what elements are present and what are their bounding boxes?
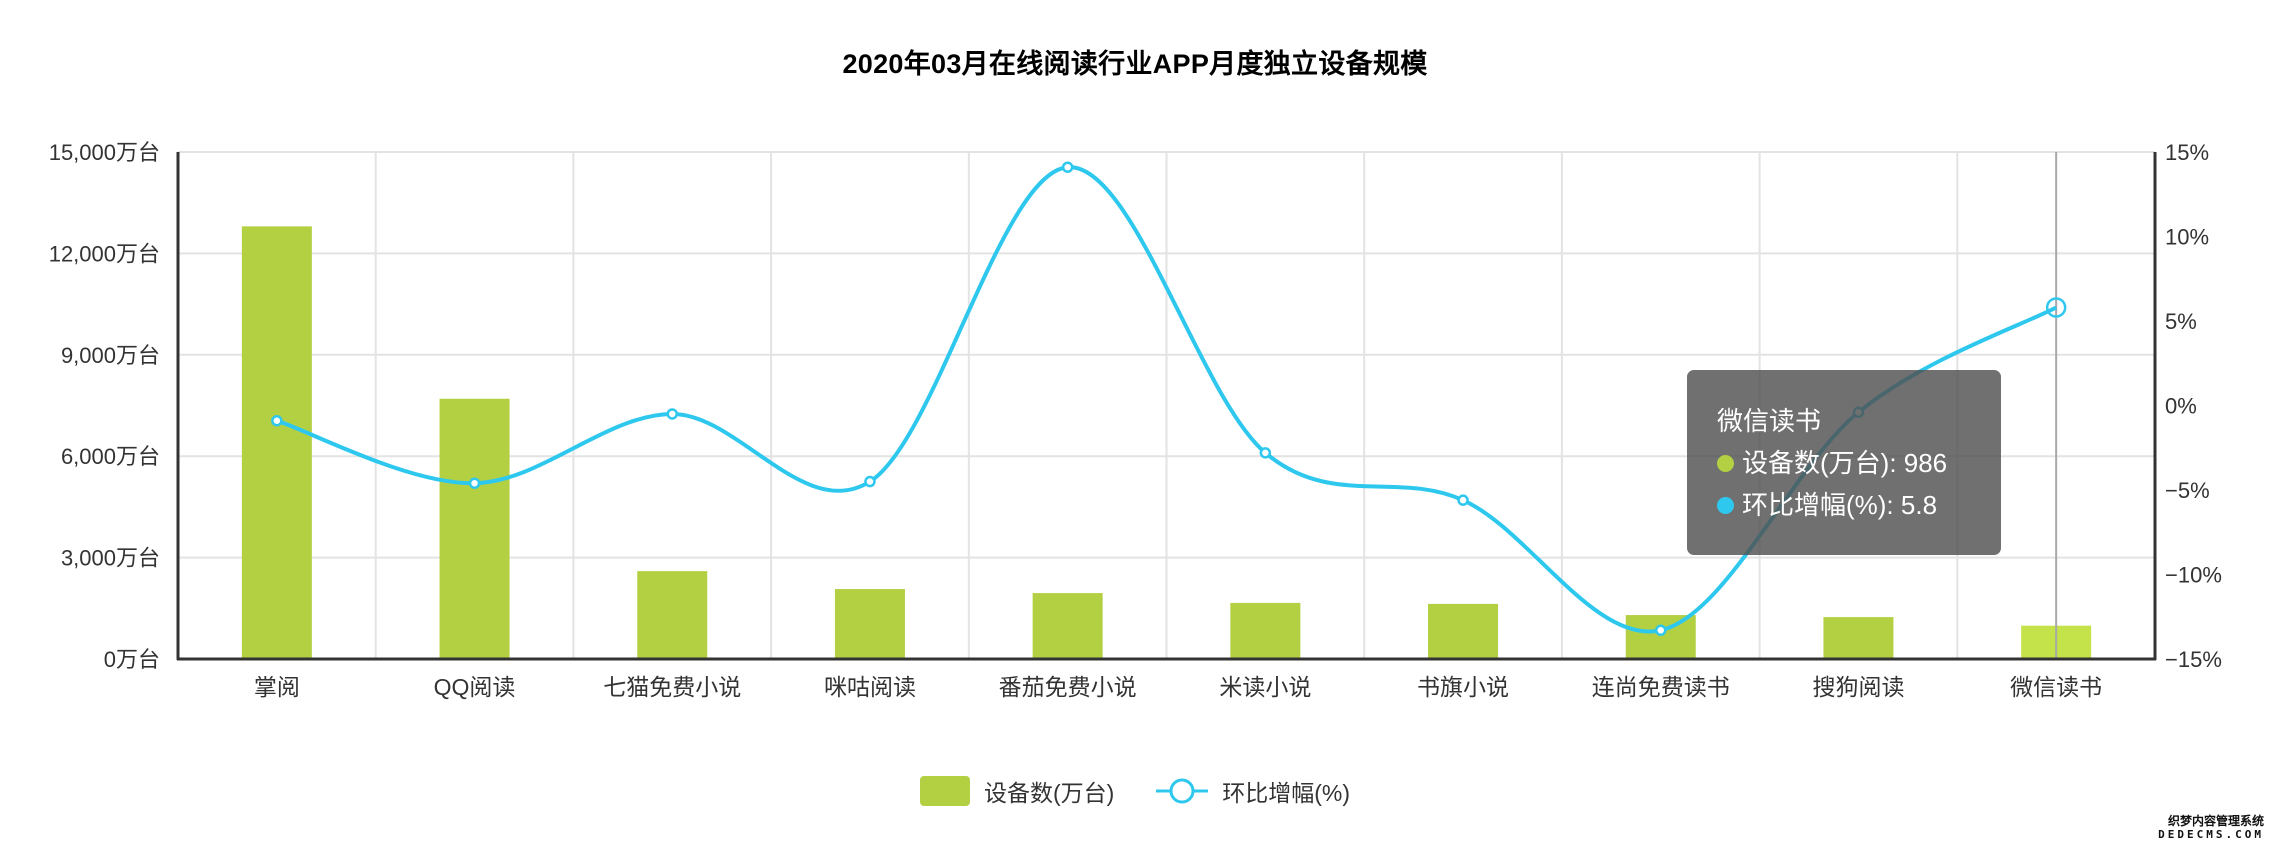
line-point <box>2045 297 2067 318</box>
axes <box>176 152 2157 661</box>
y-axis-right-labels: −15% −10% −5% 0% 5% 10% 15% <box>2165 140 2222 672</box>
bar <box>637 571 708 659</box>
y-axis-left-labels: 0万台 3,000万台 6,000万台 9,000万台 12,000万台 15,000万台 <box>49 140 160 672</box>
chart-title: 2020年03月在线阅读行业APP月度独立设备规模 <box>842 49 1428 79</box>
line-point <box>1061 161 1074 173</box>
bar <box>1428 603 1499 659</box>
bar <box>439 398 510 659</box>
line-point <box>864 475 876 488</box>
y-tick-label: 15% <box>2165 140 2209 165</box>
x-tick-label: 七猫免费小说 <box>603 674 741 700</box>
legend-item-growth[interactable]: 环比增幅(%) <box>1156 774 1350 808</box>
tooltip: 微信读书 设备数(万台): 986 环比增幅(%): 5.8 <box>1687 370 2001 555</box>
y-tick-label: 9,000万台 <box>61 343 160 368</box>
tooltip-line-row: 环比增幅(%): 5.8 <box>1717 484 2001 526</box>
bar <box>834 589 905 659</box>
legend-item-devices[interactable]: 设备数(万台) <box>919 774 1115 808</box>
tooltip-line-value: 环比增幅(%): 5.8 <box>1742 490 1938 520</box>
y-tick-label: 15,000万台 <box>49 140 160 165</box>
y-tick-label: 6,000万台 <box>61 444 160 469</box>
x-tick-label: 搜狗阅读 <box>1812 674 1904 700</box>
bar-swatch-icon <box>919 776 970 806</box>
tooltip-title: 微信读书 <box>1717 406 1822 436</box>
line-point <box>1457 494 1469 506</box>
bar <box>1625 615 1696 659</box>
y-tick-label: −15% <box>2165 647 2222 672</box>
x-tick-label: 微信读书 <box>2010 674 2102 700</box>
legend-label-devices: 设备数(万台) <box>983 780 1115 806</box>
x-tick-label: 番茄免费小说 <box>999 674 1137 700</box>
watermark-en: DEDECMS.COM <box>2158 828 2264 841</box>
bar <box>1032 593 1103 659</box>
y-tick-label: 5% <box>2165 309 2197 334</box>
x-tick-label: 书旗小说 <box>1417 674 1509 700</box>
legend-label-growth: 环比增幅(%) <box>1222 780 1351 806</box>
line-point <box>271 414 283 427</box>
x-tick-label: 米读小说 <box>1219 674 1311 700</box>
tooltip-bar-row: 设备数(万台): 986 <box>1717 442 2001 484</box>
bar <box>241 226 312 660</box>
bar-series <box>241 226 2092 660</box>
bar-series-dot-icon <box>1717 454 1734 472</box>
x-tick-label: 掌阅 <box>254 674 300 700</box>
line-point <box>666 408 678 420</box>
y-tick-label: 0万台 <box>104 647 160 672</box>
x-tick-label: QQ阅读 <box>434 674 516 700</box>
x-tick-label: 连尚免费读书 <box>1592 674 1730 700</box>
line-point <box>468 477 481 489</box>
x-axis-labels: 掌阅 QQ阅读 七猫免费小说 咪咕阅读 番茄免费小说 米读小说 书旗小说 连尚免费读书 搜狗阅读… <box>254 674 2102 700</box>
line-circle-swatch-icon <box>1156 778 1209 804</box>
x-tick-label: 咪咕阅读 <box>824 674 916 700</box>
line-point <box>1655 624 1667 637</box>
watermark-cn: 织梦内容管理系统 <box>2167 814 2264 828</box>
y-tick-label: −5% <box>2165 478 2210 503</box>
bar <box>1823 617 1894 659</box>
y-tick-label: 0% <box>2165 394 2197 419</box>
y-tick-label: 12,000万台 <box>49 241 160 266</box>
line-point <box>1259 447 1272 459</box>
y-tick-label: 10% <box>2165 225 2209 250</box>
tooltip-bar-value: 设备数(万台): 986 <box>1742 448 1948 478</box>
watermark: 织梦内容管理系统 DEDECMS.COM <box>2158 814 2264 842</box>
y-tick-label: 3,000万台 <box>61 546 160 571</box>
bar <box>1230 602 1301 659</box>
legend: 设备数(万台) 环比增幅(%) <box>0 774 2270 808</box>
line-series-dot-icon <box>1717 496 1734 514</box>
y-tick-label: −10% <box>2165 563 2222 588</box>
